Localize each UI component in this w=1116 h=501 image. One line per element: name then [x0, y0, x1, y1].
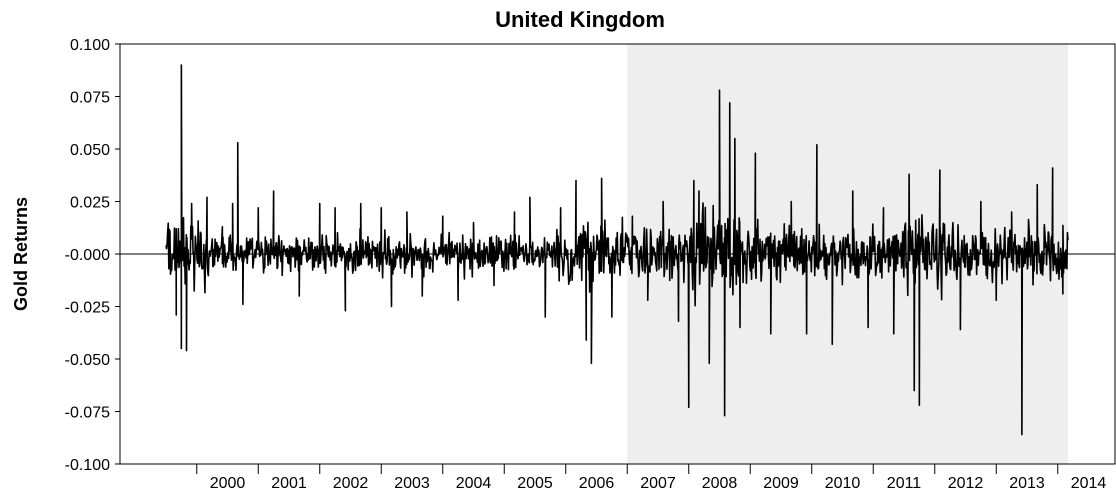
x-tick-label: 2003 — [394, 475, 430, 492]
x-tick-label: 2007 — [640, 475, 676, 492]
y-tick-label: 0.025 — [70, 195, 110, 212]
y-axis-label: Gold Returns — [11, 197, 31, 311]
x-tick-label: 2013 — [1009, 475, 1045, 492]
y-tick-label: -0.100 — [65, 457, 110, 474]
x-axis: 2000 2001 2002 2003 2004 2005 2006 2007 2008 2009… — [197, 464, 1107, 492]
x-tick-label: 2004 — [456, 475, 492, 492]
y-tick-label: 0.075 — [70, 90, 110, 107]
y-axis: 0.100 0.075 0.050 0.025 -0.000 -0.025 -0.050 -0… — [65, 37, 120, 474]
y-tick-label: -0.075 — [65, 405, 110, 422]
y-tick-label: -0.025 — [65, 300, 110, 317]
x-tick-label: 2001 — [271, 475, 307, 492]
x-tick-label: 2012 — [948, 475, 984, 492]
y-tick-label: -0.000 — [65, 247, 110, 264]
x-tick-label: 2014 — [1071, 475, 1107, 492]
x-tick-label: 2008 — [702, 475, 738, 492]
x-tick-label: 2002 — [333, 475, 369, 492]
x-tick-label: 2010 — [825, 475, 861, 492]
x-tick-label: 2011 — [887, 475, 922, 492]
x-tick-label: 2000 — [210, 475, 246, 492]
x-tick-label: 2005 — [517, 475, 553, 492]
x-tick-label: 2006 — [579, 475, 615, 492]
y-tick-label: 0.100 — [70, 37, 110, 54]
chart-title: United Kingdom — [495, 7, 665, 32]
x-tick-label: 2009 — [763, 475, 799, 492]
y-tick-label: 0.050 — [70, 142, 110, 159]
y-tick-label: -0.050 — [65, 352, 110, 369]
